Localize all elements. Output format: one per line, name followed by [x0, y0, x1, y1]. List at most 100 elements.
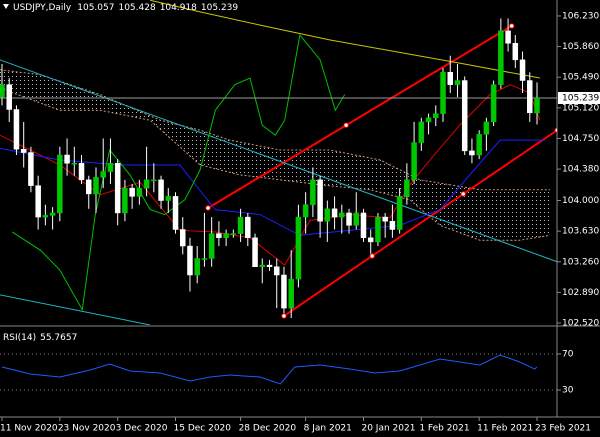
candle-body — [78, 163, 85, 181]
candle-body — [151, 179, 157, 182]
candle-body — [122, 187, 128, 214]
candle-body — [71, 163, 78, 165]
candle-body — [230, 233, 237, 235]
y-tick-label: 103.260 — [562, 257, 599, 267]
candle-body — [360, 212, 367, 239]
high-value: 105.428 — [118, 3, 155, 13]
candle-body — [35, 185, 41, 218]
candle-body — [64, 154, 70, 164]
candle-body — [201, 258, 208, 260]
trend-point — [460, 191, 466, 197]
low-value: 104.918 — [160, 3, 197, 13]
trend-line — [0, 294, 151, 325]
candle-body — [339, 212, 345, 218]
candle-body — [295, 216, 302, 280]
candle-body — [86, 179, 92, 195]
candle-body — [302, 204, 309, 218]
y-tick-label: 106.230 — [562, 11, 599, 21]
trend-point — [369, 253, 375, 259]
y-tick-label: 103.630 — [562, 227, 599, 237]
candle-body — [114, 163, 121, 214]
rsi-panel — [0, 353, 557, 391]
candle-body — [223, 233, 229, 239]
candle-body — [375, 216, 381, 243]
candle-body — [534, 97, 540, 114]
close-value: 105.239 — [201, 3, 238, 13]
candle-body — [476, 134, 482, 156]
trend-point — [281, 313, 287, 319]
cloud-edge — [0, 87, 551, 241]
candle-body — [498, 30, 504, 85]
cloud-fill — [0, 69, 551, 241]
candle-body — [93, 177, 99, 195]
candle-body — [447, 71, 453, 85]
x-tick-label: 28 Dec 2020 — [239, 424, 297, 434]
candle-body — [396, 196, 403, 230]
rsi-header: RSI(14) 55.7657 — [3, 333, 77, 343]
x-tick-label: 8 Jan 2021 — [304, 424, 352, 434]
candle-body — [129, 187, 135, 197]
candle-body — [288, 278, 294, 309]
y-tick-label: 70 — [562, 350, 574, 360]
x-tick-label: 20 Jan 2021 — [361, 424, 415, 434]
candle-body — [527, 80, 533, 114]
candle-body — [194, 258, 200, 276]
candle-body — [512, 43, 519, 61]
candle-body — [208, 233, 215, 259]
open-value: 105.057 — [77, 3, 114, 13]
rsi-line — [1, 354, 538, 385]
y-tick-label: 30 — [562, 386, 574, 396]
candle-body — [389, 220, 396, 230]
candle-body — [490, 84, 497, 123]
candle-body — [252, 237, 258, 267]
candle-body — [187, 245, 193, 276]
candle-body — [100, 171, 106, 178]
candle-body — [418, 121, 425, 143]
y-tick-label: 102.520 — [562, 319, 599, 329]
candle-body — [454, 80, 461, 85]
trend-line — [0, 59, 557, 263]
candle-body — [367, 237, 374, 243]
candle-body — [273, 266, 280, 276]
candle-body — [6, 84, 12, 110]
candle-body — [440, 71, 446, 114]
candle-body — [13, 109, 20, 150]
candle-body — [404, 179, 410, 197]
candle-body — [353, 212, 360, 226]
indicator-line — [150, 0, 540, 79]
candle-body — [433, 113, 439, 119]
trend-point — [343, 122, 349, 128]
current-price-box — [558, 91, 600, 104]
candle-body — [107, 163, 114, 172]
candle-body — [281, 274, 287, 309]
candle-body — [411, 142, 417, 181]
candle-body — [483, 121, 490, 135]
trend-line — [283, 129, 557, 317]
candle-body — [266, 264, 273, 267]
candle-body — [461, 80, 468, 152]
y-tick-label: 104.380 — [562, 165, 599, 175]
y-tick-label: 105.120 — [562, 103, 599, 113]
candle-body — [317, 179, 323, 222]
indicator-line — [11, 33, 346, 312]
candle-body — [245, 216, 251, 239]
y-tick-label: 104.750 — [562, 134, 599, 144]
y-tick-label: 104.000 — [562, 196, 599, 206]
price-panel — [0, 0, 557, 325]
candle-body — [382, 216, 388, 222]
x-tick-label: 23 Feb 2021 — [535, 424, 591, 434]
x-tick-label: 23 Nov 2020 — [58, 424, 116, 434]
candle-body — [469, 150, 475, 156]
candle-body — [216, 233, 222, 239]
candle-body — [519, 59, 526, 81]
candle-body — [310, 179, 316, 205]
candle-body — [42, 215, 49, 218]
candle-body — [28, 152, 34, 186]
trend-point — [508, 23, 515, 29]
rsi-title: RSI(14) — [3, 333, 36, 343]
chart-header: USDJPY,Daily 105.057 105.428 104.918 105.239 — [13, 3, 238, 13]
trend-point — [205, 205, 211, 211]
x-tick-label: 1 Feb 2021 — [419, 424, 469, 434]
